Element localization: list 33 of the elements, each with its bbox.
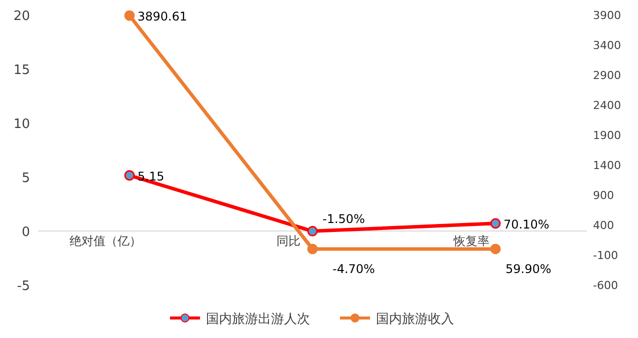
y2-tick-label: 2400	[593, 99, 621, 112]
y2-tick-label: 3900	[593, 9, 621, 22]
point	[124, 10, 135, 21]
data-label: 5.15	[138, 169, 164, 184]
data-label: 3890.61	[138, 10, 188, 24]
y2-tick-label: 1400	[593, 159, 621, 172]
data-label: -4.70%	[332, 262, 375, 276]
y2-tick-label: 400	[593, 219, 614, 232]
x-tick-label: 恢复率	[452, 234, 490, 248]
data-label: 59.90%	[506, 262, 552, 276]
y2-tick-label: -100	[593, 249, 618, 262]
y-tick-label: 20	[13, 9, 30, 24]
y-tick-label: 15	[13, 63, 30, 78]
x-tick-label: 同比	[276, 234, 300, 248]
data-label: 70.10%	[504, 217, 550, 232]
y2-tick-label: 2900	[593, 69, 621, 82]
y-tick-label: -5	[17, 279, 30, 294]
point	[307, 244, 318, 254]
y2-tick-label: 900	[593, 189, 614, 202]
point	[490, 218, 501, 229]
point	[490, 244, 501, 254]
y-tick-label: 10	[13, 117, 30, 132]
y-tick-label: 5	[22, 171, 30, 186]
point	[124, 170, 135, 181]
y2-tick-label: 1900	[593, 129, 621, 142]
x-tick-label: 绝对值（亿）	[70, 234, 142, 248]
y2-tick-label: 3400	[593, 39, 621, 52]
data-label: -1.50%	[322, 212, 365, 226]
point	[307, 226, 318, 236]
y2-tick-label: -600	[593, 279, 618, 292]
legend-label: 国内旅游收入	[376, 312, 454, 327]
y-tick-label: 0	[22, 225, 30, 240]
legend-label: 国内旅游出游人次	[206, 312, 310, 327]
